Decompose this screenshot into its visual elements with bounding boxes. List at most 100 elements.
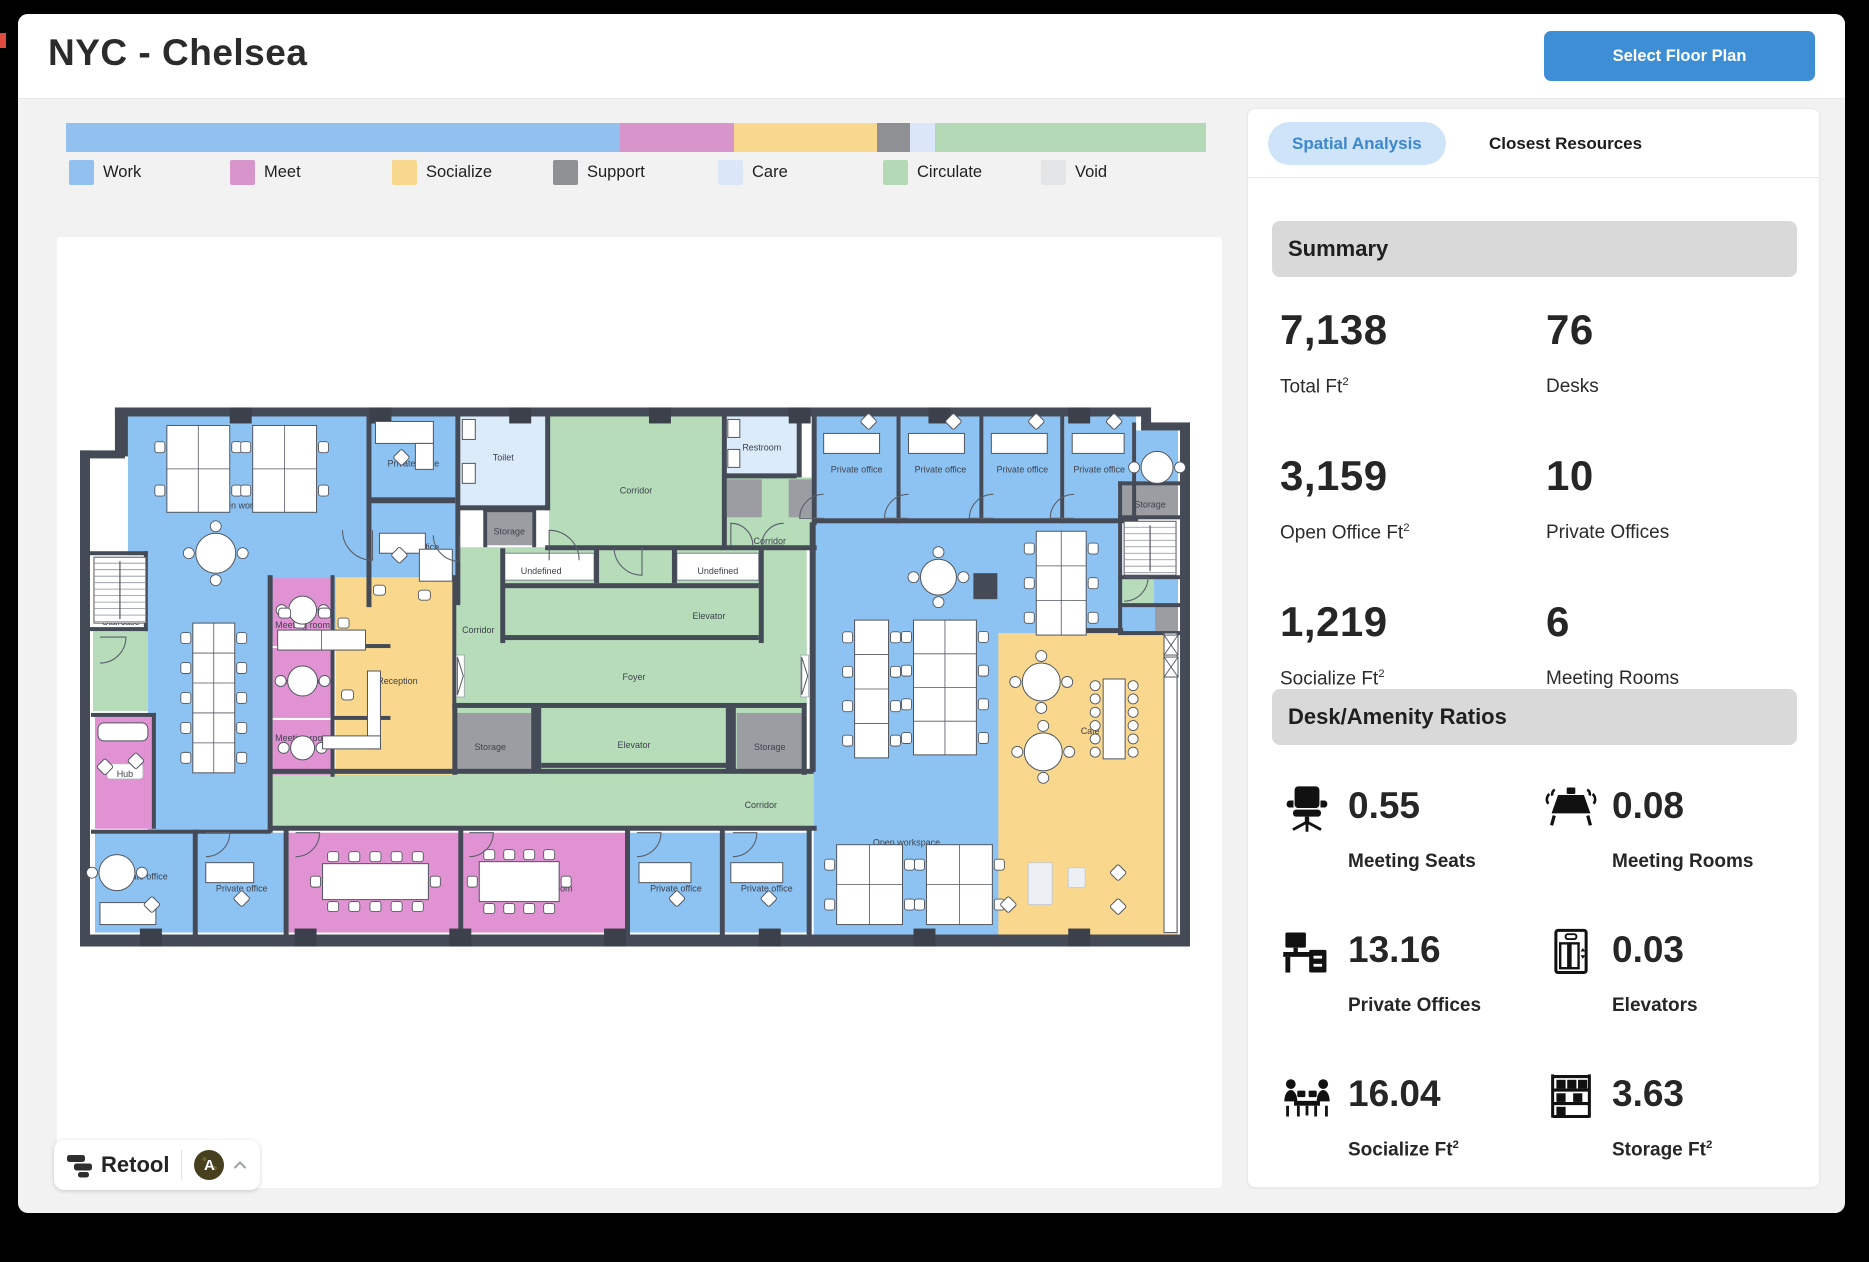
undefined: Undefined <box>676 552 760 581</box>
wall <box>332 715 391 720</box>
corridor: Corridor <box>269 772 814 828</box>
svg-text:Storage: Storage <box>1134 499 1165 509</box>
wall <box>796 415 802 478</box>
zone-support <box>726 479 762 518</box>
wall <box>483 509 534 513</box>
ratio-label: Elevators <box>1612 995 1698 1016</box>
wall <box>151 712 156 829</box>
legend-label: Care <box>752 163 788 181</box>
stat-open-office-ft: 3,159 Open Office Ft2 <box>1280 452 1540 544</box>
door-swing <box>548 529 580 561</box>
desk-computer-icon <box>1283 932 1327 973</box>
svg-text:Private office: Private office <box>216 884 268 894</box>
wall <box>269 768 814 774</box>
stat-label: Private Offices <box>1546 522 1670 543</box>
door-swing <box>432 535 460 562</box>
space-usage-bar <box>66 123 1206 152</box>
tab-spatial-analysis[interactable]: Spatial Analysis <box>1268 122 1446 165</box>
svg-text:Private office: Private office <box>915 464 967 474</box>
svg-text:Private office: Private office <box>831 464 883 474</box>
svg-text:Private office: Private office <box>741 884 793 894</box>
legend-label: Support <box>587 163 645 181</box>
door-swing <box>968 493 994 519</box>
ratio-label: Storage Ft2 <box>1612 1139 1713 1161</box>
wall <box>594 548 600 584</box>
legend-label: Socialize <box>426 163 493 181</box>
wall <box>267 575 273 833</box>
legend-swatch-socialize <box>392 160 417 185</box>
svg-text:Storage: Storage <box>475 742 506 752</box>
svg-text:Private office: Private office <box>388 458 440 468</box>
stat-label: Open Office Ft2 <box>1280 522 1410 544</box>
wall <box>725 473 797 479</box>
retool-badge[interactable]: Retool A <box>54 1140 261 1190</box>
wall <box>1141 407 1152 425</box>
wall <box>531 707 542 773</box>
svg-text:Hub: Hub <box>117 769 133 779</box>
legend-item-socialize: Socialize <box>392 160 492 185</box>
wall <box>366 415 372 608</box>
avatar[interactable]: A <box>194 1150 225 1180</box>
stat-total-ft: 7,138 Total Ft2 <box>1280 306 1540 398</box>
stat-value: 1,219 <box>1280 598 1388 645</box>
stat-value: 76 <box>1546 306 1594 353</box>
wall <box>87 627 148 632</box>
wall <box>90 829 271 834</box>
wall <box>1118 575 1181 580</box>
ratio-value: 13.16 <box>1348 929 1441 970</box>
usage-segment-support <box>876 123 910 152</box>
ratio-value: 0.55 <box>1348 785 1421 826</box>
door-swing <box>613 547 643 576</box>
elevator-icon <box>1554 928 1588 975</box>
private-office: Private office <box>983 415 1063 521</box>
ratio-label: Meeting Rooms <box>1612 851 1754 872</box>
stat-value: 10 <box>1546 452 1594 499</box>
wall <box>806 829 812 937</box>
storage-shelf-icon <box>1551 1074 1591 1119</box>
wall <box>1141 422 1190 431</box>
svg-text:Open workspace: Open workspace <box>214 500 281 510</box>
corridor: Corridor <box>549 415 722 548</box>
wall <box>1118 603 1181 608</box>
stat-socialize-ft: 1,219 Socialize Ft2 <box>1280 598 1540 690</box>
private-office: Private office <box>900 415 982 521</box>
wall <box>671 548 677 584</box>
usage-segment-socialize <box>734 123 877 152</box>
legend-swatch-care <box>718 160 743 185</box>
floorplan-drawing: Open workspace Private office Private offi… <box>80 407 1190 947</box>
floorplan-card: Open workspace Private office Private offi… <box>57 237 1222 1188</box>
elevator: Elevator <box>504 588 759 639</box>
ratio-value: 3.63 <box>1612 1073 1685 1114</box>
retool-logo-icon <box>67 1154 92 1177</box>
svg-text:Undefined: Undefined <box>697 566 738 576</box>
ratio-label: Private Offices <box>1348 995 1482 1016</box>
chevron-up-icon[interactable] <box>232 1158 248 1172</box>
meeting-table-icon <box>1545 787 1597 826</box>
svg-text:Reception: Reception <box>377 676 417 686</box>
svg-text:Private office: Private office <box>996 464 1048 474</box>
zone-support <box>788 479 812 518</box>
foyer: Foyer <box>457 643 807 703</box>
svg-text:Cafe: Cafe <box>1081 726 1100 736</box>
wall <box>1118 515 1181 520</box>
wall <box>801 707 807 775</box>
door-swing <box>469 832 494 858</box>
tab-closest-resources[interactable]: Closest Resources <box>1471 122 1660 165</box>
legend-swatch-work <box>69 160 94 185</box>
svg-text:Private office: Private office <box>1073 464 1125 474</box>
legend-item-support: Support <box>553 160 645 185</box>
wall <box>459 505 550 511</box>
door-swing <box>295 832 321 858</box>
wall <box>809 522 816 772</box>
wall <box>114 407 128 457</box>
ratio-meeting-rooms: 0.08 Meeting Rooms <box>1544 777 1814 887</box>
legend-swatch-circulate <box>883 160 908 185</box>
ratios-header: Desk/Amenity Ratios <box>1272 689 1797 745</box>
wall <box>541 762 731 768</box>
legend-item-care: Care <box>718 160 788 185</box>
select-floor-plan-button[interactable]: Select Floor Plan <box>1544 31 1815 81</box>
elevator: Elevator <box>541 714 731 768</box>
svg-text:Storage: Storage <box>754 742 785 752</box>
badge-divider <box>181 1150 183 1180</box>
wall <box>813 518 1139 524</box>
